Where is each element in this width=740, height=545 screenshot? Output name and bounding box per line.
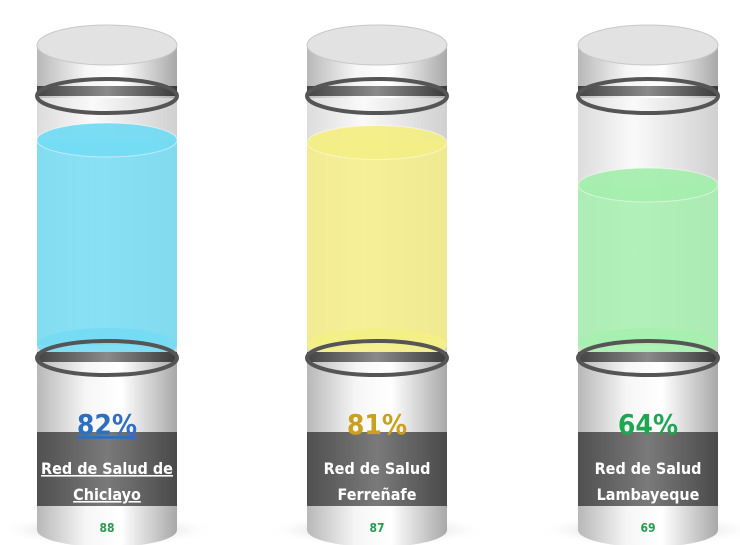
count-label: 88 [99,521,114,535]
label-band [37,432,177,506]
cylinder-bottom [578,513,718,545]
category-label: Chiclayo [73,485,141,504]
ring-edge [576,77,720,115]
ring-edge [576,339,720,377]
liquid-top [306,125,448,160]
liquid-top [577,167,719,203]
ring [37,86,177,96]
percent-label: 64% [618,408,678,441]
liquid [37,140,177,345]
liquid-top [36,122,178,158]
cylinder-bottom [37,513,177,545]
label-band [578,432,718,506]
ring [37,352,177,362]
top-cap [36,24,178,66]
cylinder-bottom [307,513,447,545]
cylinder: 82% Red de Salud de Chiclayo 88 [0,24,217,545]
label-band [307,432,447,506]
ring-edge [305,339,449,377]
percent-label: 82% [77,408,137,441]
percent-label: 81% [347,408,407,441]
ring-edge [35,77,179,115]
category-label: Ferreñafe [338,485,417,504]
liquid [307,142,447,345]
ring [307,352,447,362]
ring-edge [305,77,449,115]
category-label: Red de Salud [595,459,702,478]
cylinder: 81% Red de Salud Ferreñafe 87 [267,24,487,545]
ring-edge [35,339,179,377]
category-label: Lambayeque [597,485,700,504]
ring [578,86,718,96]
category-label: Red de Salud de [41,459,173,478]
top-cap [577,24,719,66]
liquid [578,185,718,345]
count-label: 69 [640,521,655,535]
category-label: Red de Salud [324,459,431,478]
ring [578,352,718,362]
count-label: 87 [369,521,384,535]
top-cap [306,24,448,66]
cylinder: 64% Red de Salud Lambayeque 69 [538,24,740,545]
ring [307,86,447,96]
